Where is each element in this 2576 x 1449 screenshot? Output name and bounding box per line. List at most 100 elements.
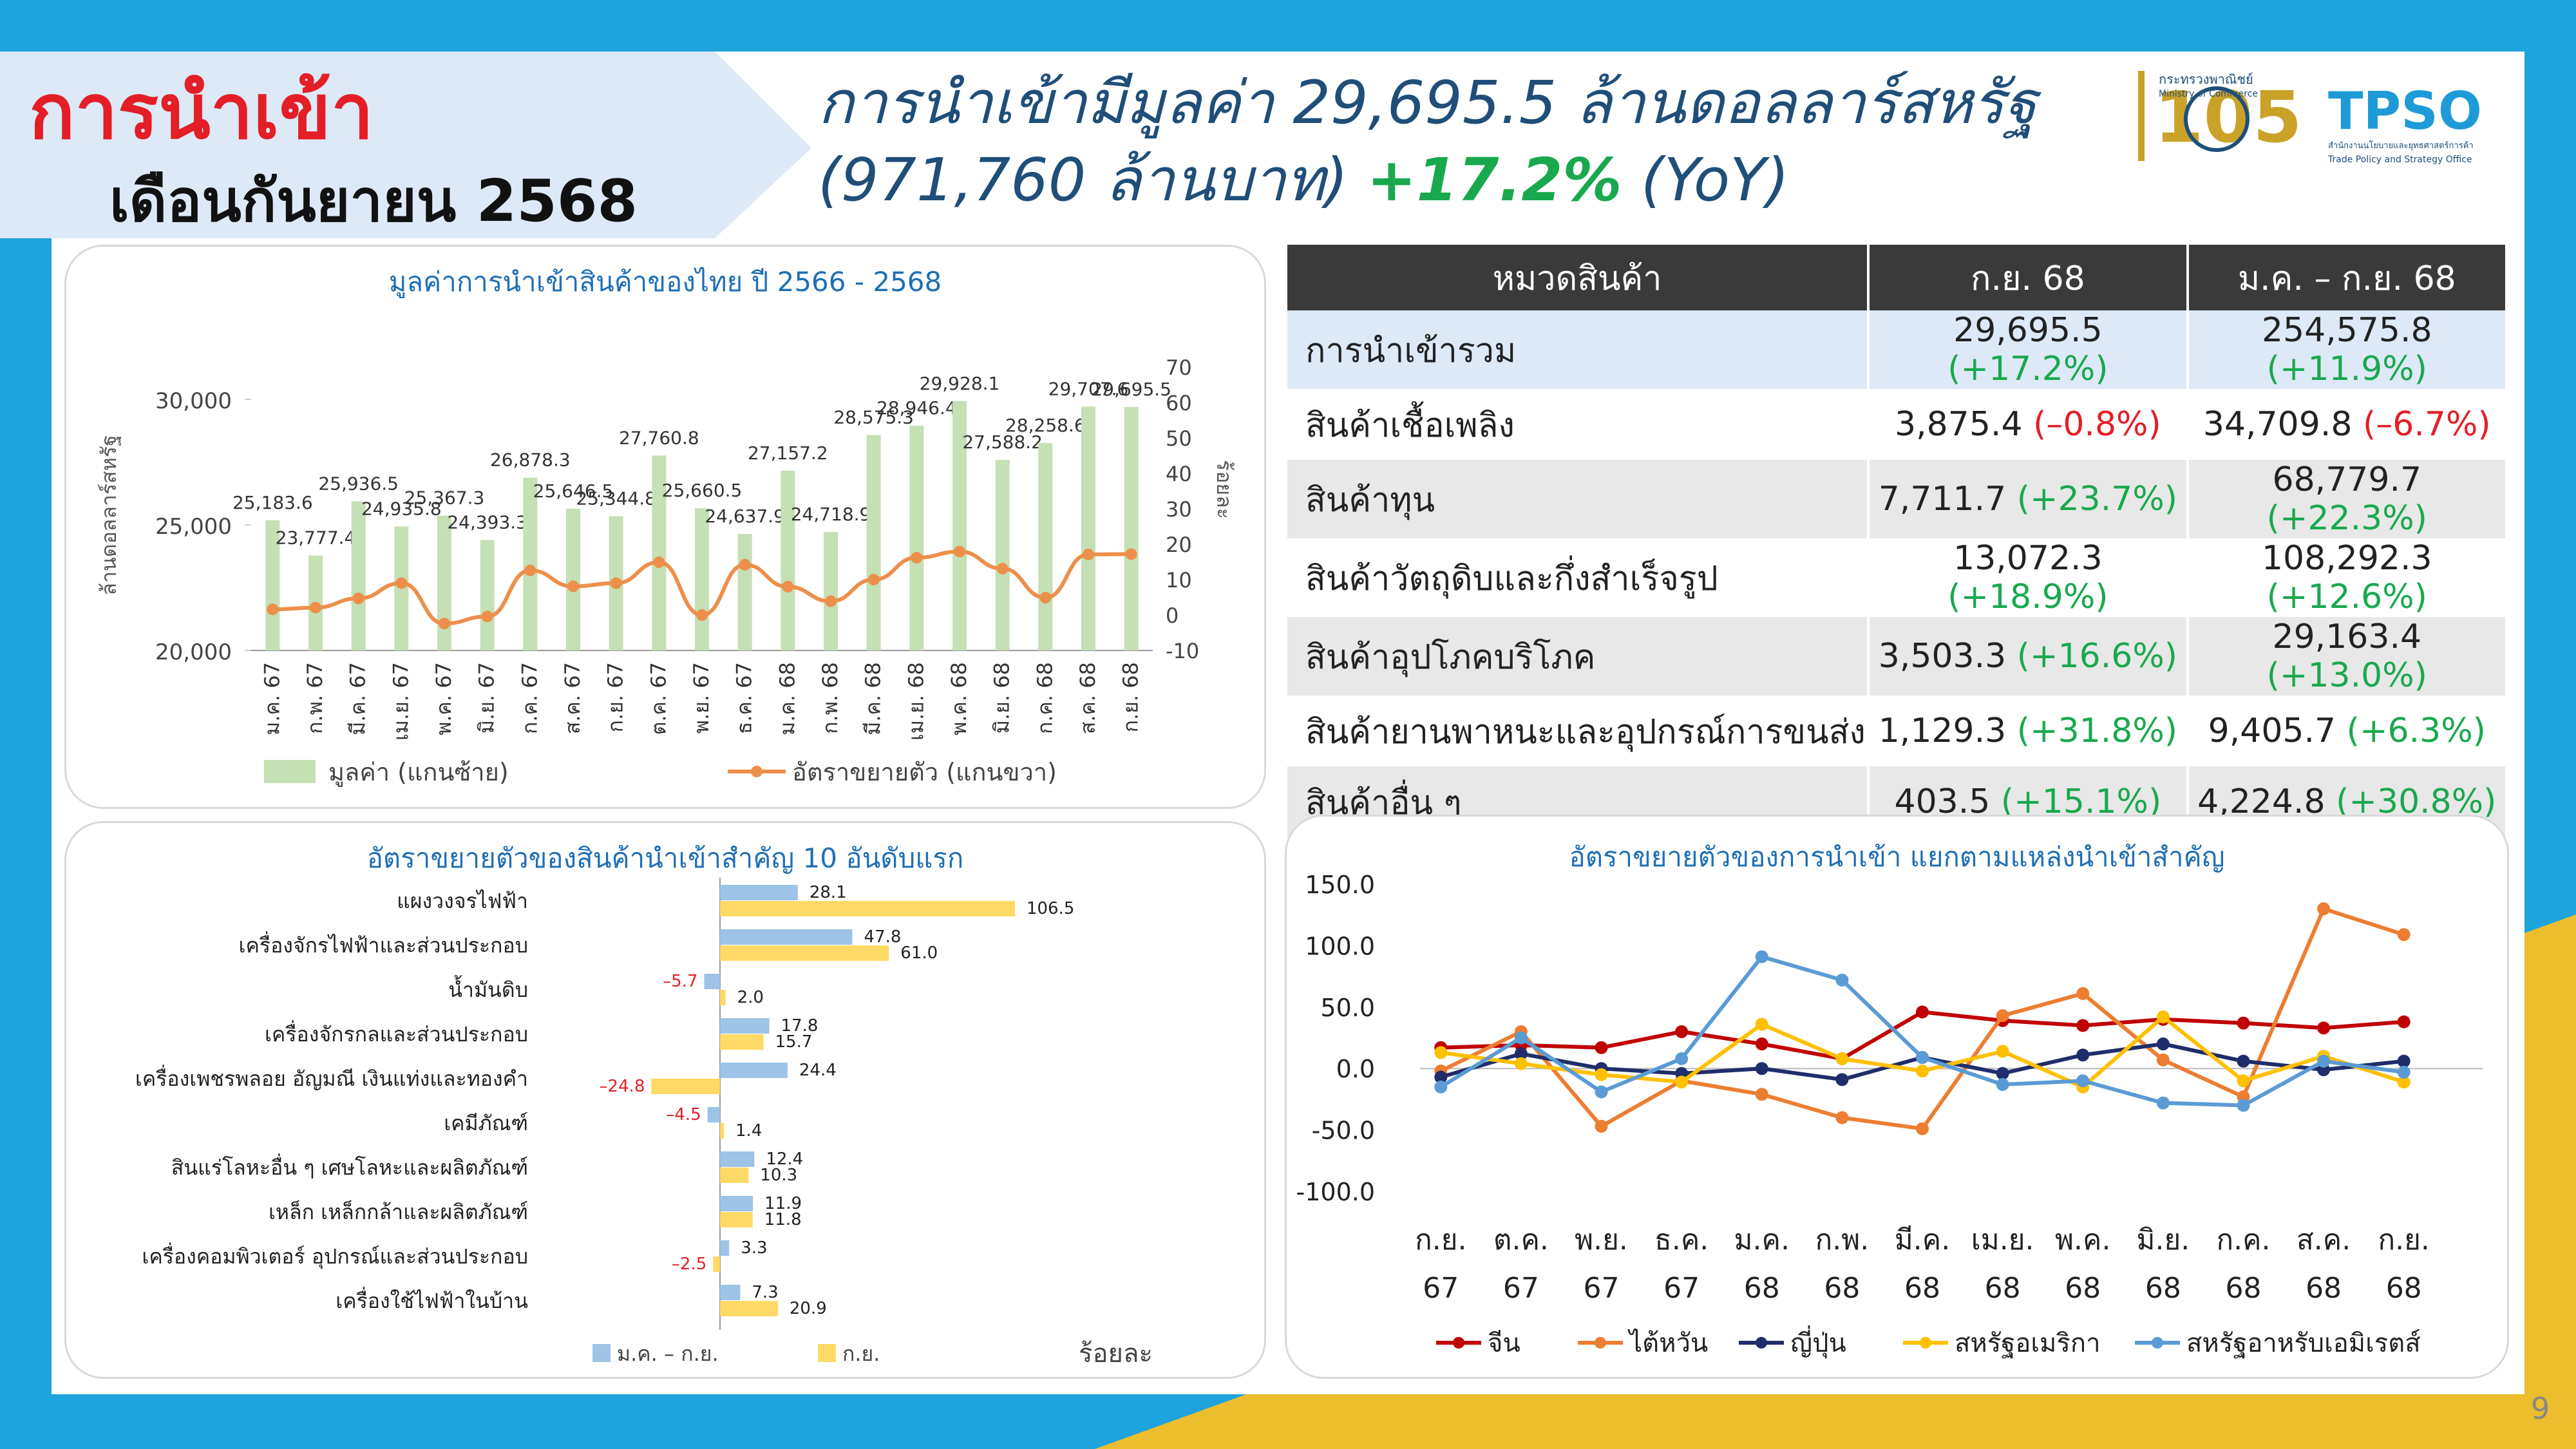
table-row: สินค้าอุปโภคบริโภค 3,503.3 (+16.6%) 29,163… [1284, 617, 2505, 696]
top10-chart: แผงวงจรไฟฟ้า 28.1 106.5 เครื่องจักรไฟฟ้าและ… [135, 878, 1153, 1368]
series-point [1996, 1078, 2009, 1092]
series-point [1835, 1052, 1849, 1065]
series-point [1996, 1066, 2009, 1080]
bar [1081, 406, 1095, 650]
bar-value-label: 2.0 [737, 988, 764, 1007]
series-point [1916, 1065, 1929, 1078]
x-tick-month: ม.ค. [1734, 1224, 1790, 1256]
col-category: หมวดสินค้า [1284, 245, 1869, 310]
table-row: การนำเข้ารวม 29,695.5 (+17.2%) 254,575.8 (… [1284, 310, 2505, 389]
legend-label: ไต้หวัน [1627, 1329, 1708, 1358]
bar [480, 540, 495, 650]
table-row: สินค้ายานพาหนะและอุปกรณ์การขนส่ง 1,129.3 … [1284, 696, 2505, 766]
series-point [2397, 1065, 2410, 1079]
bar-value-label: 28,575.3 [833, 407, 914, 428]
bar [652, 455, 667, 650]
series-point [1595, 1119, 1608, 1133]
bar-value-label: 25,367.3 [404, 488, 485, 509]
bar-value-label: 24,718.9 [791, 504, 871, 525]
import-value-chart: 20,000 25,000 30,000 -10 0 10 20 30 40 50 60 70 ล้าน… [97, 355, 1236, 787]
growth-point [524, 564, 536, 576]
growth-point [867, 574, 880, 585]
row-ytd: 254,575.8 (+11.9%) [2186, 310, 2505, 389]
bar-value-label: 1.4 [735, 1121, 762, 1141]
bar-sep [720, 1123, 724, 1139]
y2-tick-label: 50 [1166, 426, 1192, 451]
growth-point [567, 580, 579, 592]
bar-value-label: 11.8 [764, 1210, 802, 1229]
row-category: การนำเข้ารวม [1284, 310, 1869, 389]
series-point [1675, 1052, 1689, 1065]
table-header: หมวดสินค้า ก.ย. 68 ม.ค. – ก.ย. 68 [1284, 245, 2505, 310]
category-label: แผงวงจรไฟฟ้า [397, 889, 528, 913]
x-tick-month: เม.ย. [1971, 1224, 2034, 1256]
legend-marker [1595, 1337, 1606, 1349]
legend-ytd-label: ม.ค. – ก.ย. [617, 1341, 719, 1366]
row-sep-value: 3,875.4 [1895, 405, 2023, 444]
legend-marker [1453, 1337, 1464, 1349]
series-point [1514, 1057, 1528, 1070]
series-point [2076, 1048, 2090, 1062]
row-sep-value: 1,129.3 [1878, 712, 2007, 750]
bar [737, 534, 752, 650]
headline-yoy: (YoY) [1640, 146, 1790, 214]
bar-value-label: 27,157.2 [748, 442, 828, 464]
y2-tick-label: -10 [1166, 639, 1199, 663]
table-row: สินค้าเชื้อเพลิง 3,875.4 (–0.8%) 34,709.8 … [1284, 389, 2505, 460]
x-tick-label: ม.ค. 67 [260, 662, 284, 735]
x-tick-year: 67 [1584, 1272, 1620, 1305]
row-ytd-value: 68,779.7 [2272, 460, 2422, 499]
row-category: สินค้าเชื้อเพลิง [1284, 389, 1869, 460]
series-point [1434, 1080, 1448, 1094]
series-point [2237, 1054, 2250, 1068]
series-point [2156, 1053, 2170, 1066]
row-sep-value: 13,072.3 [1953, 539, 2103, 578]
growth-point [696, 609, 708, 621]
series-point [2237, 1074, 2250, 1088]
growth-point [954, 545, 965, 558]
x-tick-year: 68 [1985, 1272, 2021, 1305]
logos: 105 th กระทรวงพาณิชย์ Ministry of Commer… [2138, 71, 2482, 165]
bar-value-label: –2.5 [672, 1255, 706, 1274]
row-ytd-pct: (+13.0%) [2266, 656, 2427, 695]
legend-label: จีน [1488, 1329, 1520, 1358]
x-tick-label: มิ.ย. 68 [990, 662, 1014, 734]
row-sep-value: 29,695.5 [1953, 311, 2103, 350]
row-ytd-value: 108,292.3 [2261, 539, 2432, 578]
series-point [2397, 1054, 2410, 1068]
y2-tick-label: 0 [1166, 603, 1179, 628]
bar [566, 508, 580, 650]
table-row: สินค้าทุน 7,711.7 (+23.7%) 68,779.7 (+22.3… [1284, 460, 2505, 538]
series-point [1996, 1045, 2009, 1058]
category-label: เครื่องคอมพิวเตอร์ อุปกรณ์และส่วนประกอบ [142, 1242, 528, 1269]
legend-bar-label: มูลค่า (แกนซ้าย) [328, 758, 509, 787]
bar-value-label: 25,936.5 [318, 473, 399, 494]
bar-ytd [707, 1107, 720, 1122]
row-ytd-pct: (+12.6%) [2266, 578, 2427, 616]
y-tick-label: 0.0 [1336, 1055, 1375, 1083]
bar-value-label: 24.4 [799, 1061, 837, 1080]
chart1-title: มูลค่าการนำเข้าสินค้าของไทย ปี 2566 - 25… [388, 266, 942, 298]
bar-value-label: 17.8 [781, 1016, 819, 1036]
growth-point [395, 577, 408, 589]
legend-sep-label: ก.ย. [842, 1341, 880, 1366]
bar [952, 401, 967, 650]
x-tick-label: มี.ค. 68 [861, 662, 886, 735]
row-sep-value: 7,711.7 [1878, 480, 2007, 518]
x-tick-month: พ.ค. [2055, 1224, 2110, 1256]
bar-sep [720, 901, 1015, 916]
x-tick-month: ธ.ค. [1654, 1224, 1709, 1256]
legend-marker [1920, 1337, 1931, 1349]
series-point [2397, 928, 2410, 942]
bar-value-label: 23,777.4 [276, 527, 356, 549]
bar-value-label: 15.7 [775, 1032, 813, 1052]
category-label: เครื่องเพชรพลอย อัญมณี เงินแท่งและทองคำ [135, 1065, 528, 1091]
legend-line-label: อัตราขยายตัว (แกนขวา) [792, 758, 1057, 786]
growth-point [1083, 548, 1094, 560]
headline-baht: (971,760 ล้านบาท) [818, 146, 1349, 214]
bar-sep [720, 1301, 778, 1316]
chart3-title: อัตราขยายตัวของการนำเข้า แยกตามแหล่งนำเข… [1569, 841, 2225, 873]
bar-value-label: 47.8 [864, 927, 902, 947]
x-tick-month: ก.ย. [2378, 1224, 2429, 1256]
x-tick-month: พ.ย. [1575, 1224, 1628, 1256]
